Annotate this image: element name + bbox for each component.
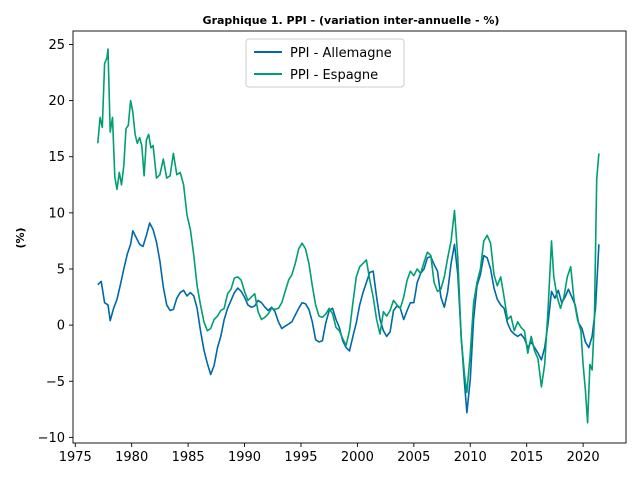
y-tick-label: 10 <box>48 206 65 221</box>
x-tick-label: 1985 <box>172 450 205 465</box>
x-tick-label: 2015 <box>510 450 543 465</box>
plot-frame <box>72 30 627 444</box>
axes: 1975 1980 1985 1990 1995 2000 2005 2010 2015 2020… <box>38 30 627 465</box>
legend-label: PPI - Espagne <box>290 68 378 83</box>
x-tick-label: 2020 <box>567 450 600 465</box>
y-tick-label: 20 <box>48 94 65 109</box>
x-tick-label: 2010 <box>454 450 487 465</box>
y-tick-label: −5 <box>46 375 65 390</box>
chart-title: Graphique 1. PPI - (variation inter-annu… <box>203 14 500 27</box>
y-tick-label: 25 <box>48 38 65 53</box>
series-layer <box>97 48 600 424</box>
y-tick-label: 15 <box>48 150 65 165</box>
series-line-allemagne <box>97 222 600 414</box>
x-tick-label: 1975 <box>59 450 92 465</box>
x-tick-label: 1990 <box>228 450 261 465</box>
y-tick-label: 0 <box>57 319 65 334</box>
x-tick-label: 2000 <box>341 450 374 465</box>
x-tick-label: 1980 <box>115 450 148 465</box>
y-axis-label: (%) <box>14 227 27 248</box>
legend: PPI - Allemagne PPI - Espagne <box>245 38 405 88</box>
y-tick-label: 5 <box>57 262 65 277</box>
series-line-espagne <box>97 48 600 424</box>
x-tick-label: 1995 <box>284 450 317 465</box>
legend-label: PPI - Allemagne <box>290 46 392 61</box>
y-tick-label: −10 <box>38 431 65 446</box>
legend-box <box>245 38 405 88</box>
x-tick-label: 2005 <box>397 450 430 465</box>
